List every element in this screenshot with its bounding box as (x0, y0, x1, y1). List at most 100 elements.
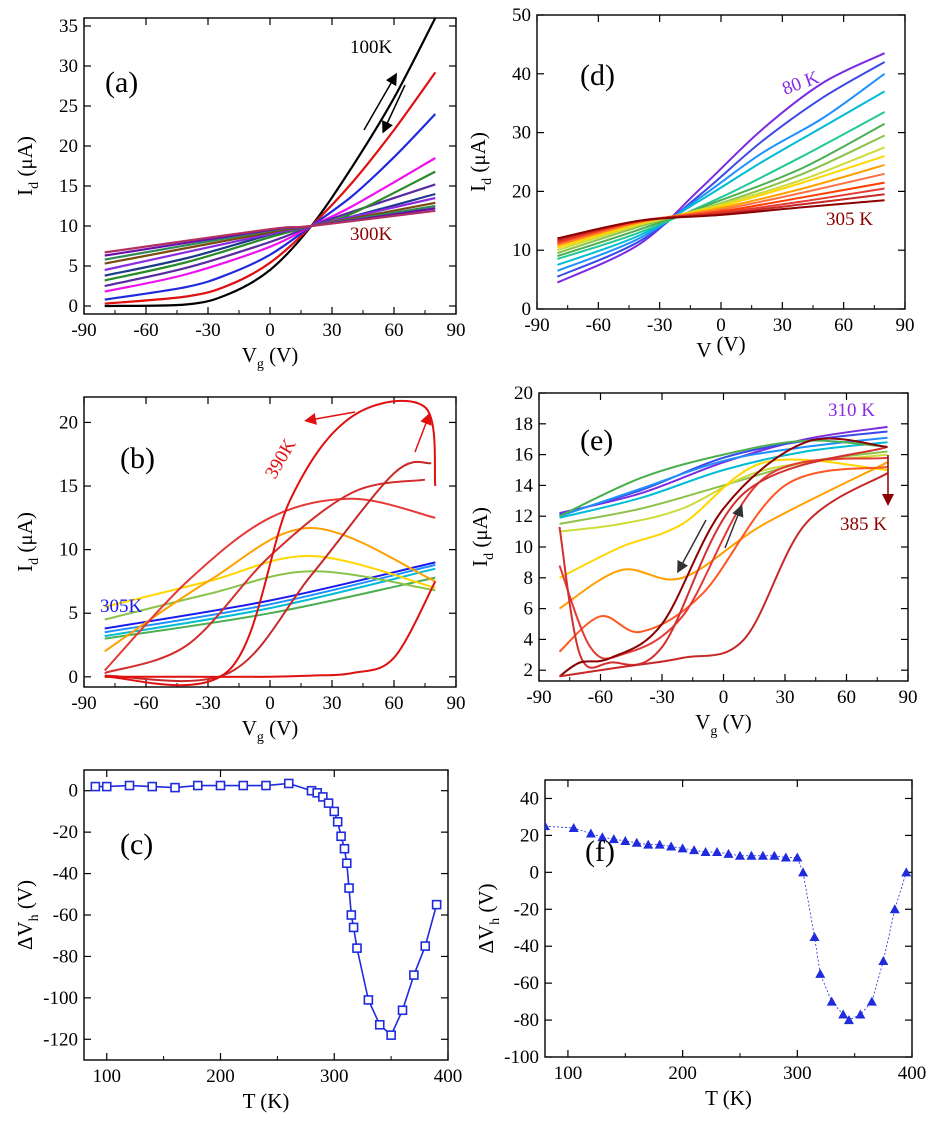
series-group (556, 52, 886, 284)
x-axis-label: T (K) (243, 1089, 290, 1113)
data-point (855, 1009, 866, 1019)
y-tick-label: 15 (59, 476, 78, 497)
series-curve-180K (104, 113, 437, 301)
x-tick-label: 300 (783, 1063, 812, 1084)
arrow-icon (382, 84, 406, 134)
series-curve-385K (558, 437, 888, 678)
series-curve-240K (557, 155, 885, 249)
series-line (95, 782, 438, 1037)
y-tick-label: 20 (514, 383, 533, 404)
y-tick-label: 20 (512, 181, 531, 202)
data-point (815, 968, 826, 978)
y-axis-symbol: I (13, 565, 37, 572)
data-point (545, 821, 550, 831)
y-tick-label: -60 (53, 905, 78, 926)
series-curve-360K (558, 465, 888, 653)
series-curve-120K (557, 72, 886, 272)
panel-label: (d) (580, 59, 615, 92)
y-tick-label: 35 (59, 16, 78, 37)
x-tick-label: 90 (899, 687, 918, 708)
x-tick-label: 60 (385, 693, 404, 714)
arrow-icon (677, 519, 707, 574)
y-axis-subscript: d (27, 182, 42, 189)
y-tick-label: 8 (524, 568, 534, 589)
y-axis-label: Id (μA) (13, 512, 42, 572)
y-tick-label: 0 (69, 296, 79, 317)
y-axis-symbol: I (468, 560, 492, 567)
curve-annotation: 300K (350, 224, 393, 245)
y-axis-unit: (μA) (13, 512, 37, 558)
y-tick-label: -20 (53, 822, 78, 843)
x-tick-label: 0 (719, 687, 729, 708)
series-curve-80K (556, 52, 886, 284)
data-point (101, 781, 112, 792)
curve-annotation: 80 K (780, 67, 823, 100)
x-tick-label: 60 (837, 687, 856, 708)
data-point (643, 839, 654, 849)
data-point (597, 832, 608, 842)
data-point (323, 798, 334, 808)
x-axis-subscript: g (257, 730, 264, 745)
x-axis-unit: (V) (711, 332, 745, 356)
series-curve-160K (557, 111, 886, 260)
x-axis-unit: (V) (264, 716, 298, 740)
y-tick-label: -60 (514, 973, 539, 994)
y-axis-subscript: h (488, 918, 503, 925)
y-tick-label: 2 (524, 660, 534, 681)
series-curve-350K (558, 461, 888, 610)
x-tick-label: 400 (898, 1063, 927, 1084)
panel-label: (c) (120, 828, 153, 861)
y-axis-label: Id (μA) (13, 136, 42, 196)
panel-e: -90 -60 -30 0 30 60 90 2 4 6 8 10 12 14 16 18 20 Vg (V) Id… (468, 383, 918, 739)
panel-label: (b) (120, 442, 155, 475)
series-curve-305K (557, 199, 885, 240)
series-group (545, 821, 912, 1025)
y-tick-label: -40 (514, 936, 539, 957)
data-point (363, 995, 374, 1005)
panel-c: 100 200 300 400 0 -20 -40 -60 -80 -100 -120 T (K) ΔV… (13, 769, 463, 1113)
panel-label: (a) (105, 66, 138, 99)
x-tick-label: 0 (265, 693, 275, 714)
y-tick-label: -100 (504, 1047, 539, 1068)
y-tick-label: 0 (69, 667, 79, 688)
data-point (723, 848, 734, 858)
y-tick-label: 18 (514, 414, 533, 435)
data-point (620, 835, 631, 845)
y-tick-label: 16 (514, 445, 533, 466)
data-point (769, 850, 780, 860)
x-tick-label: 0 (716, 315, 726, 336)
x-axis-symbol: V (695, 710, 710, 734)
data-point (889, 904, 900, 914)
x-tick-label: -30 (649, 687, 674, 708)
x-axis-label: Vg (V) (242, 716, 299, 745)
y-axis-subscript: d (480, 178, 495, 185)
data-point (826, 996, 837, 1006)
data-point (341, 858, 352, 869)
series-curve-325K (559, 441, 888, 519)
data-point (336, 831, 346, 842)
x-tick-label: 90 (896, 315, 915, 336)
x-tick-label: 300 (320, 1066, 349, 1087)
data-point (348, 922, 359, 933)
x-tick-label: 200 (668, 1063, 697, 1084)
series-curve-300K (104, 209, 436, 254)
series-curve-100K (557, 61, 886, 278)
x-tick-label: 400 (434, 1066, 463, 1087)
series-curve-315K (104, 567, 436, 638)
data-point (585, 828, 596, 838)
y-axis-subscript: h (27, 914, 42, 921)
data-point (568, 823, 579, 833)
series-curve-100K (104, 18, 437, 308)
data-point (689, 845, 700, 855)
data-point (838, 1009, 849, 1019)
x-tick-label: -60 (133, 320, 158, 341)
x-tick-label: 90 (447, 320, 466, 341)
y-axis-symbol: ΔV (474, 925, 498, 954)
x-axis-label: V (V) (696, 332, 745, 362)
plot-frame (83, 769, 449, 1061)
curve-annotation: 390K (261, 435, 300, 482)
series-curve-390K (104, 399, 437, 687)
series-curve-140K (557, 90, 886, 266)
y-tick-label: 15 (59, 176, 78, 197)
